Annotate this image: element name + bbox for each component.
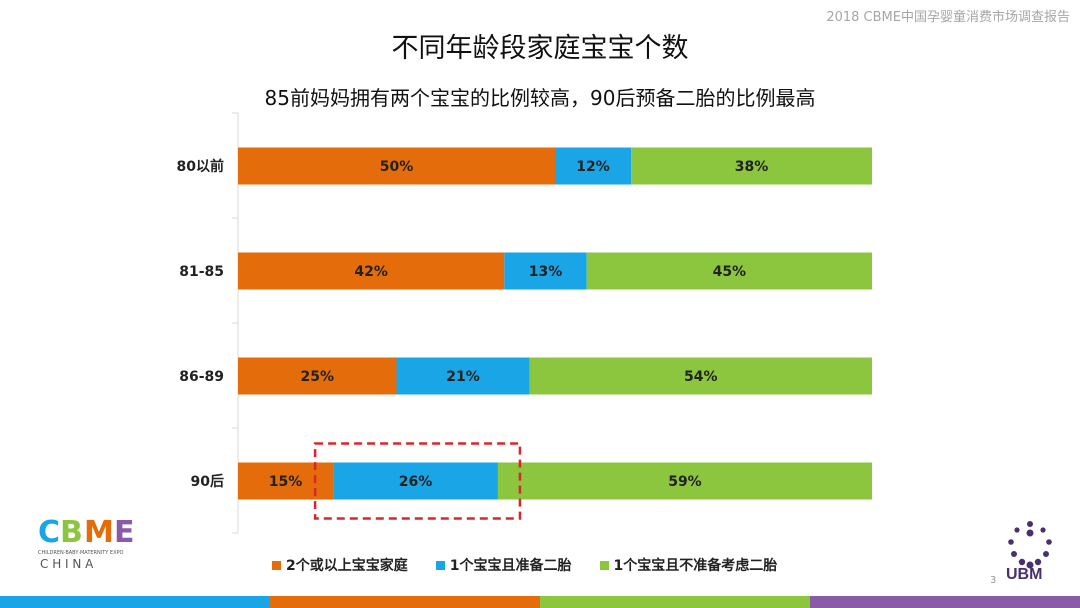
data-label: 15% (269, 474, 303, 490)
bar-segment (631, 147, 872, 185)
data-label: 50% (380, 159, 414, 175)
legend-label: 2个或以上宝宝家庭 (286, 558, 408, 574)
ubm-logo-text: UBM (1006, 566, 1043, 583)
bar-segment (497, 462, 872, 500)
data-label: 38% (735, 159, 769, 175)
bar-segment (238, 357, 397, 395)
bar-segment (238, 252, 505, 290)
data-label: 13% (529, 264, 563, 280)
category-label: 80以前 (177, 158, 224, 175)
legend-swatch-blue (435, 560, 445, 570)
bar-segment (555, 147, 632, 185)
footer-segment-blue (0, 596, 270, 608)
chart-title: 不同年龄段家庭宝宝个数 (391, 33, 689, 64)
ubm-logo-dots (1008, 521, 1052, 569)
bar-segment (333, 462, 498, 500)
data-label: 21% (446, 369, 480, 385)
bar-segment (504, 252, 587, 290)
legend-label: 1个宝宝且不准备考虑二胎 (613, 558, 778, 574)
data-label: 42% (354, 264, 388, 280)
footer-segment-green (540, 596, 810, 608)
data-label: 12% (576, 159, 610, 175)
cbme-logo: C B M E CHILDREN·BABY·MATERNITY EXPO C H… (38, 515, 135, 571)
legend-label: 1个宝宝且准备二胎 (449, 558, 572, 574)
report-header-note: 2018 CBME中国孕婴童消费市场调查报告 (826, 10, 1070, 25)
chart-subtitle: 85前妈妈拥有两个宝宝的比例较高，90后预备二胎的比例最高 (264, 86, 816, 110)
data-label: 54% (684, 369, 718, 385)
legend-item-planning-second: 1个宝宝且准备二胎 (435, 555, 572, 575)
page-number: 3 (990, 575, 997, 586)
footer-color-bar (0, 596, 1080, 608)
legend-swatch-orange (272, 560, 281, 570)
legend-swatch-green (599, 560, 609, 570)
bar-segment (529, 357, 872, 395)
footer-segment-purple (810, 596, 1080, 608)
stacked-bar-chart: 80以前 50% 12% 38% 81-85 42% 13% 45% 86-89 25% 21% 54… (177, 112, 872, 534)
bar-segment (238, 462, 334, 500)
chart-legend: 2个或以上宝宝家庭 1个宝宝且准备二胎 1个宝宝且不准备考虑二胎 (272, 555, 777, 575)
data-label: 59% (668, 474, 702, 490)
svg-text:CHILDREN·BABY·MATERNITY EXPO: CHILDREN·BABY·MATERNITY EXPO (38, 550, 124, 556)
data-label: 26% (399, 474, 433, 490)
data-label: 25% (300, 369, 334, 385)
data-label: 45% (713, 264, 747, 280)
legend-item-no-second: 1个宝宝且不准备考虑二胎 (599, 555, 778, 575)
svg-text:E: E (114, 515, 135, 550)
category-label: 81-85 (179, 264, 224, 280)
category-label: 90后 (191, 473, 224, 490)
highlight-dashed-box (313, 442, 522, 520)
svg-text:C: C (38, 515, 60, 550)
bar-segment (396, 357, 530, 395)
legend-item-two-plus: 2个或以上宝宝家庭 (272, 555, 408, 575)
svg-text:C H I N A: C H I N A (40, 557, 94, 571)
svg-text:M: M (84, 515, 114, 550)
footer-segment-orange (270, 596, 540, 608)
bar-segment (238, 147, 555, 185)
category-label: 86-89 (179, 369, 224, 385)
bar-segment (586, 252, 872, 290)
svg-text:B: B (60, 515, 83, 550)
